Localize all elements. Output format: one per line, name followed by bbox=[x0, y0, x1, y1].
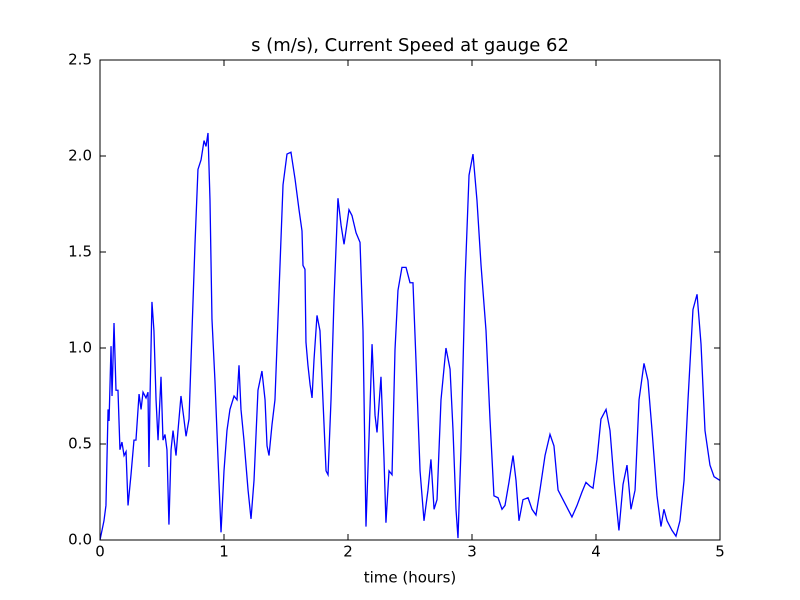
x-axis-label: time (hours) bbox=[364, 569, 457, 587]
y-tick-label: 1.5 bbox=[68, 243, 92, 261]
x-tick-label: 4 bbox=[591, 543, 601, 561]
y-tick-label: 2.0 bbox=[68, 147, 92, 165]
plot-frame bbox=[99, 59, 721, 541]
x-tick-label: 0 bbox=[95, 543, 105, 561]
x-tick-label: 3 bbox=[467, 543, 477, 561]
x-tick-label: 5 bbox=[715, 543, 725, 561]
y-tick-label: 0.5 bbox=[68, 435, 92, 453]
data-line bbox=[99, 132, 721, 541]
y-tick-label: 2.5 bbox=[68, 51, 92, 69]
chart-title: s (m/s), Current Speed at gauge 62 bbox=[251, 35, 569, 56]
y-tick-label: 0.0 bbox=[68, 531, 92, 549]
y-tick-label: 1.0 bbox=[68, 339, 92, 357]
x-tick-label: 1 bbox=[219, 543, 229, 561]
x-tick-label: 2 bbox=[343, 543, 353, 561]
